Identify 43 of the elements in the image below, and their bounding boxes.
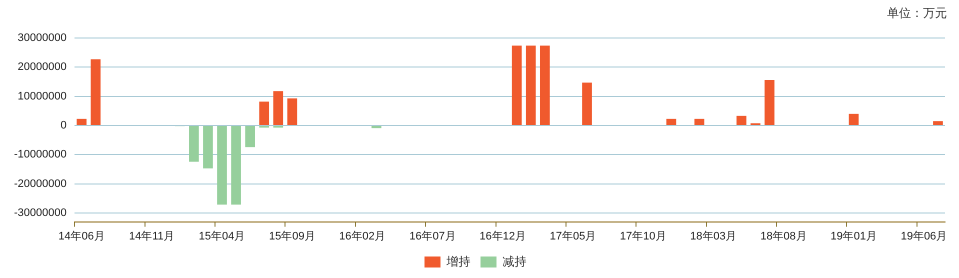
bar: [512, 46, 522, 126]
x-tick-label: 14年06月: [58, 230, 105, 242]
y-tick-label: 0: [60, 120, 67, 132]
y-tick-label: -10000000: [14, 148, 67, 161]
x-tick-label: 17年10月: [620, 230, 666, 242]
bar: [90, 59, 101, 126]
x-tick-label: 16年07月: [409, 230, 456, 242]
x-tick-label: 18年03月: [690, 230, 737, 242]
bar: [203, 126, 213, 168]
x-tick-label: 15年04月: [198, 230, 246, 242]
bar: [694, 118, 704, 126]
bar: [189, 126, 199, 162]
y-tick-label: 30000000: [18, 32, 67, 44]
bar: [526, 46, 536, 126]
bar: [764, 80, 774, 126]
y-tick-label: 10000000: [18, 90, 67, 102]
y-tick-label: -30000000: [14, 207, 67, 220]
legend-label: 减持: [502, 254, 526, 268]
x-tick-label: 15年09月: [268, 230, 316, 242]
bar: [540, 46, 550, 126]
bar: [76, 118, 87, 126]
bar: [666, 118, 676, 126]
bar: [273, 91, 284, 126]
x-tick-label: 16年12月: [480, 230, 526, 242]
bar: [217, 126, 227, 205]
x-tick-label: 16年02月: [339, 230, 386, 242]
bar: [287, 98, 298, 126]
x-tick-label: 18年08月: [760, 230, 807, 242]
bar: [259, 102, 270, 126]
y-tick-label: 20000000: [18, 61, 67, 74]
y-tick-label: -20000000: [14, 178, 67, 190]
bar: [933, 121, 943, 126]
x-tick-label: 19年01月: [830, 230, 877, 242]
text: 单位：万元: [887, 5, 947, 22]
legend-label: 增持: [446, 254, 470, 268]
x-tick-label: 19年06月: [900, 230, 948, 242]
bar: [736, 116, 746, 126]
bar: [582, 82, 592, 126]
bar: [231, 126, 241, 205]
x-tick-label: 17年05月: [550, 230, 596, 242]
bar: [848, 114, 859, 126]
bar: [245, 126, 255, 148]
x-tick-label: 14年11月: [128, 230, 175, 242]
